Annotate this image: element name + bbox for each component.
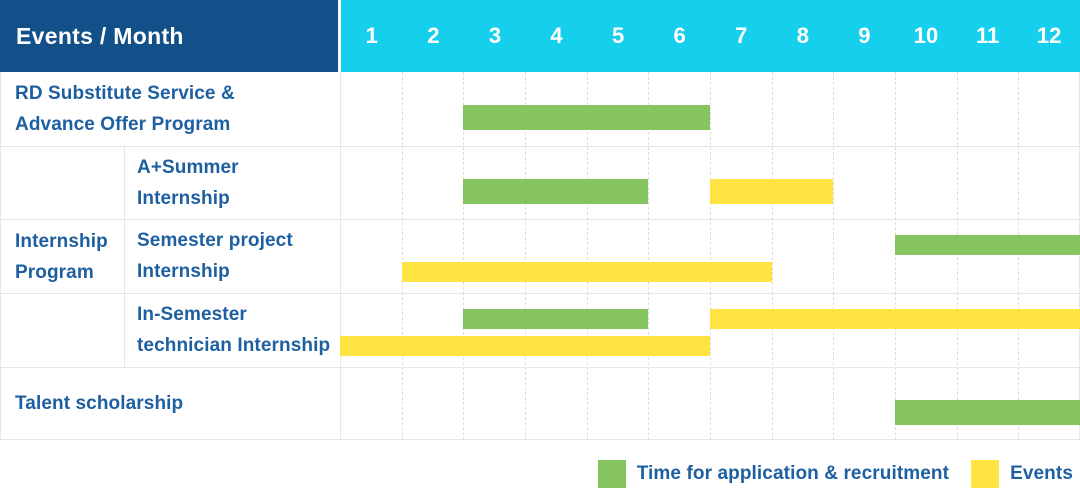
month-gridline bbox=[833, 72, 835, 440]
row-separator bbox=[0, 293, 1080, 294]
gantt-bar-events bbox=[710, 179, 834, 204]
month-label: 4 bbox=[550, 23, 563, 48]
month-gridline bbox=[463, 72, 465, 440]
gantt-bar-application bbox=[895, 235, 1080, 255]
legend-events-label: Events bbox=[1010, 463, 1073, 484]
group-label-line: Program bbox=[15, 261, 94, 283]
gantt-bar-events bbox=[340, 336, 710, 356]
month-label: 5 bbox=[611, 23, 625, 48]
row-separator bbox=[0, 219, 1080, 220]
group-label-internship-program: Internship Program bbox=[0, 146, 124, 367]
month-label: 7 bbox=[735, 23, 748, 48]
events-yellow-swatch-icon bbox=[971, 460, 1000, 488]
column-separator bbox=[124, 146, 125, 367]
row-separator bbox=[0, 367, 1080, 368]
row-label-talent-scholarship: Talent scholarship bbox=[0, 367, 340, 440]
row-label-line: Internship bbox=[137, 261, 230, 282]
row-label-line: Talent scholarship bbox=[15, 393, 184, 414]
gantt-bar-application bbox=[463, 179, 649, 204]
month-header-row: 1 2 3 4 5 6 7 8 9 10 11 12 bbox=[341, 0, 1080, 72]
application-green-swatch-icon bbox=[597, 460, 626, 488]
gantt-bar-events bbox=[401, 262, 772, 282]
gantt-bar-events bbox=[710, 309, 1080, 329]
month-gridline bbox=[648, 72, 650, 440]
row-label-line: A+Summer bbox=[137, 156, 239, 178]
month-label: 3 bbox=[488, 23, 502, 48]
row-label-line: technician Internship bbox=[137, 335, 331, 356]
row-label-line: RD Substitute Service & bbox=[15, 83, 235, 104]
month-label: 2 bbox=[427, 23, 440, 48]
legend: Time for application & recruitment Event… bbox=[597, 460, 1073, 488]
events-month-header-cell: Events / Month bbox=[0, 0, 338, 72]
gantt-bar-application bbox=[463, 309, 649, 329]
month-label: 8 bbox=[796, 23, 809, 48]
row-label-line: Semester project bbox=[137, 230, 293, 251]
month-label: 10 bbox=[913, 23, 939, 48]
gantt-bar-application bbox=[895, 400, 1080, 425]
column-separator bbox=[340, 72, 341, 440]
legend-application-label: Time for application & recruitment bbox=[636, 463, 950, 484]
month-gridline bbox=[1018, 72, 1020, 440]
month-gridline bbox=[710, 72, 711, 440]
gantt-plot-area bbox=[340, 72, 1080, 440]
row-label-line: In-Semester bbox=[137, 304, 247, 325]
month-label: 6 bbox=[673, 23, 686, 48]
month-gridline bbox=[401, 72, 403, 440]
month-gridline bbox=[771, 72, 773, 440]
month-label: 11 bbox=[975, 23, 1000, 48]
month-label: 1 bbox=[365, 23, 378, 48]
month-label: 9 bbox=[858, 23, 871, 48]
row-label-in-semester-technician: In-Semester technician Internship bbox=[124, 293, 340, 367]
events-month-label: Events / Month bbox=[16, 22, 184, 49]
month-label: 12 bbox=[1036, 23, 1062, 48]
group-label-line: Internship bbox=[15, 230, 108, 252]
month-gridline bbox=[956, 72, 958, 440]
row-label-line: Internship bbox=[137, 187, 230, 209]
gantt-bar-application bbox=[463, 105, 710, 130]
row-label-a-plus-summer: A+Summer Internship bbox=[124, 146, 340, 219]
row-label-rd-substitute: RD Substitute Service & Advance Offer Pr… bbox=[0, 72, 340, 146]
row-separator bbox=[0, 146, 1080, 147]
row-label-line: Advance Offer Program bbox=[15, 114, 231, 135]
month-gridline bbox=[586, 72, 588, 440]
month-gridline bbox=[525, 72, 526, 440]
row-label-semester-project: Semester project Internship bbox=[124, 219, 340, 293]
month-gridline bbox=[895, 72, 896, 440]
